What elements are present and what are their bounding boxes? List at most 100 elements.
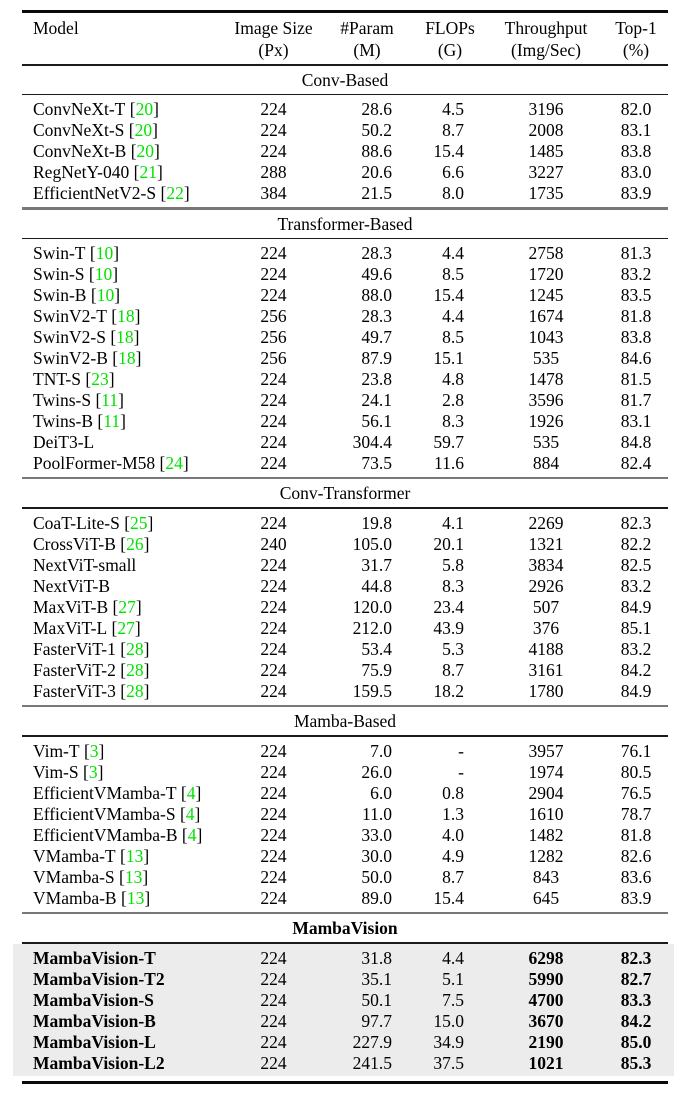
top1-cell: 82.3 [620,513,652,534]
image-size-cell: 224 [260,555,287,576]
model-name: ConvNeXt-T [33,99,126,120]
citation-link[interactable]: 13 [124,867,143,887]
model-cell: VMamba-S [13] [33,867,149,887]
citation-link[interactable]: 10 [94,264,113,285]
citation-link[interactable]: 23 [91,369,109,390]
table-row: FasterViT-3 [28] 224 159.5 18.2 1780 84.9 [22,681,668,702]
model-cell: EfficientVMamba-S [4] [33,804,201,824]
model-name: MambaVision-T [33,947,156,968]
citation-link[interactable]: 28 [126,681,144,702]
top1-cell: 80.5 [620,762,652,782]
section-header-conv-based: Conv-Based [301,69,389,90]
top1-cell: 83.2 [620,264,652,285]
image-size-cell: 224 [260,968,287,989]
citation-link[interactable]: 26 [126,534,144,555]
flops-cell: 4.5 [442,99,464,120]
flops-cell: 4.1 [442,513,464,534]
flops-cell: 6.6 [442,162,464,183]
throughput-cell: 507 [532,597,560,618]
citation-link[interactable]: 25 [130,513,148,534]
citation-link[interactable]: 3 [89,741,99,761]
flops-cell: 7.5 [442,989,464,1010]
top1-cell: 85.3 [620,1052,652,1073]
table-row: MaxViT-L [27] 224 212.0 43.9 376 85.1 [22,618,668,639]
param-cell: 21.5 [361,183,392,204]
model-name: VMamba-S [33,867,115,887]
citation-link[interactable]: 18 [116,327,134,348]
citation-link[interactable]: 11 [101,390,119,411]
throughput-cell: 1780 [528,681,564,702]
throughput-cell: 843 [532,867,560,887]
column-header-unit: (Px) [258,40,289,60]
citation-link[interactable]: 28 [126,639,144,660]
throughput-cell: 3196 [528,99,564,120]
section-divider-rule [22,912,668,915]
citation-link[interactable]: 20 [134,120,153,141]
citation-link[interactable]: 18 [118,348,136,369]
flops-cell: 23.4 [433,597,464,618]
param-cell: 56.1 [361,411,392,432]
flops-cell: 15.0 [433,1010,464,1031]
flops-cell: 4.4 [442,306,464,327]
flops-cell: 4.9 [442,846,464,866]
throughput-cell: 1610 [528,804,564,824]
throughput-cell: 2008 [528,120,564,141]
model-cell: Swin-T [10] [33,243,120,264]
citation-link[interactable]: 24 [165,453,183,474]
top1-cell: 84.8 [620,432,652,453]
citation-link[interactable]: 27 [118,597,136,618]
param-cell: 44.8 [361,576,392,597]
section-header-transformer-based: Transformer-Based [277,213,413,234]
flops-cell: 5.1 [442,968,464,989]
citation-link[interactable]: 28 [126,660,144,681]
citation-link[interactable]: 11 [103,411,121,432]
param-cell: 30.0 [361,846,392,866]
column-header-throughput: Throughput (Img/Sec) [488,17,604,61]
citation-link[interactable]: 27 [117,618,135,639]
top1-cell: 83.2 [620,576,652,597]
model-cell: SwinV2-B [18] [33,348,142,369]
citation-link[interactable]: 22 [166,183,184,204]
image-size-cell: 240 [260,534,287,555]
image-size-cell: 224 [260,513,287,534]
param-cell: 120.0 [352,597,392,618]
throughput-cell: 1926 [528,411,564,432]
citation-link[interactable]: 21 [139,162,157,183]
citation-link[interactable]: 4 [185,804,195,824]
citation-link[interactable]: 20 [135,99,154,120]
top1-cell: 82.2 [620,534,652,555]
flops-cell: 11.6 [434,453,464,474]
section-header-rule [22,942,668,944]
column-header-flops: FLOPs (G) [412,17,488,61]
model-name: SwinV2-T [33,306,107,327]
citation-link[interactable]: 20 [136,141,155,162]
flops-cell: 8.7 [442,660,464,681]
flops-cell: 8.3 [442,411,464,432]
top1-cell: 83.1 [620,411,652,432]
citation-link[interactable]: 4 [187,825,197,845]
model-name: MaxViT-L [33,618,108,639]
citation-link[interactable]: 10 [95,243,114,264]
citation-link[interactable]: 4 [186,783,196,803]
param-cell: 6.0 [370,783,392,803]
citation-link[interactable]: 3 [88,762,98,782]
citation-link[interactable]: 13 [126,888,145,908]
citation-link[interactable]: 10 [96,285,115,306]
model-cell: MambaVision-L2 [22,1053,225,1074]
flops-cell: 8.7 [442,120,464,141]
param-cell: 87.9 [361,348,392,369]
throughput-cell: 1485 [528,141,564,162]
top1-cell: 85.0 [620,1031,652,1052]
param-cell: 50.0 [361,867,392,887]
citation-link[interactable]: 18 [117,306,135,327]
model-cell: SwinV2-T [18] [33,306,141,327]
model-name: RegNetY-040 [33,162,130,183]
table-row: NextViT-B 224 44.8 8.3 2926 83.2 [22,576,668,597]
citation-link[interactable]: 13 [125,846,144,866]
table-row: EfficientVMamba-T [4] 224 6.0 0.8 2904 76.5 [22,783,668,804]
column-header-label: Image Size [234,18,313,38]
table-row: Twins-B [11] 224 56.1 8.3 1926 83.1 [22,411,668,432]
column-header-param: #Param (M) [322,17,412,61]
throughput-cell: 3670 [528,1010,564,1031]
param-cell: 50.2 [361,120,392,141]
